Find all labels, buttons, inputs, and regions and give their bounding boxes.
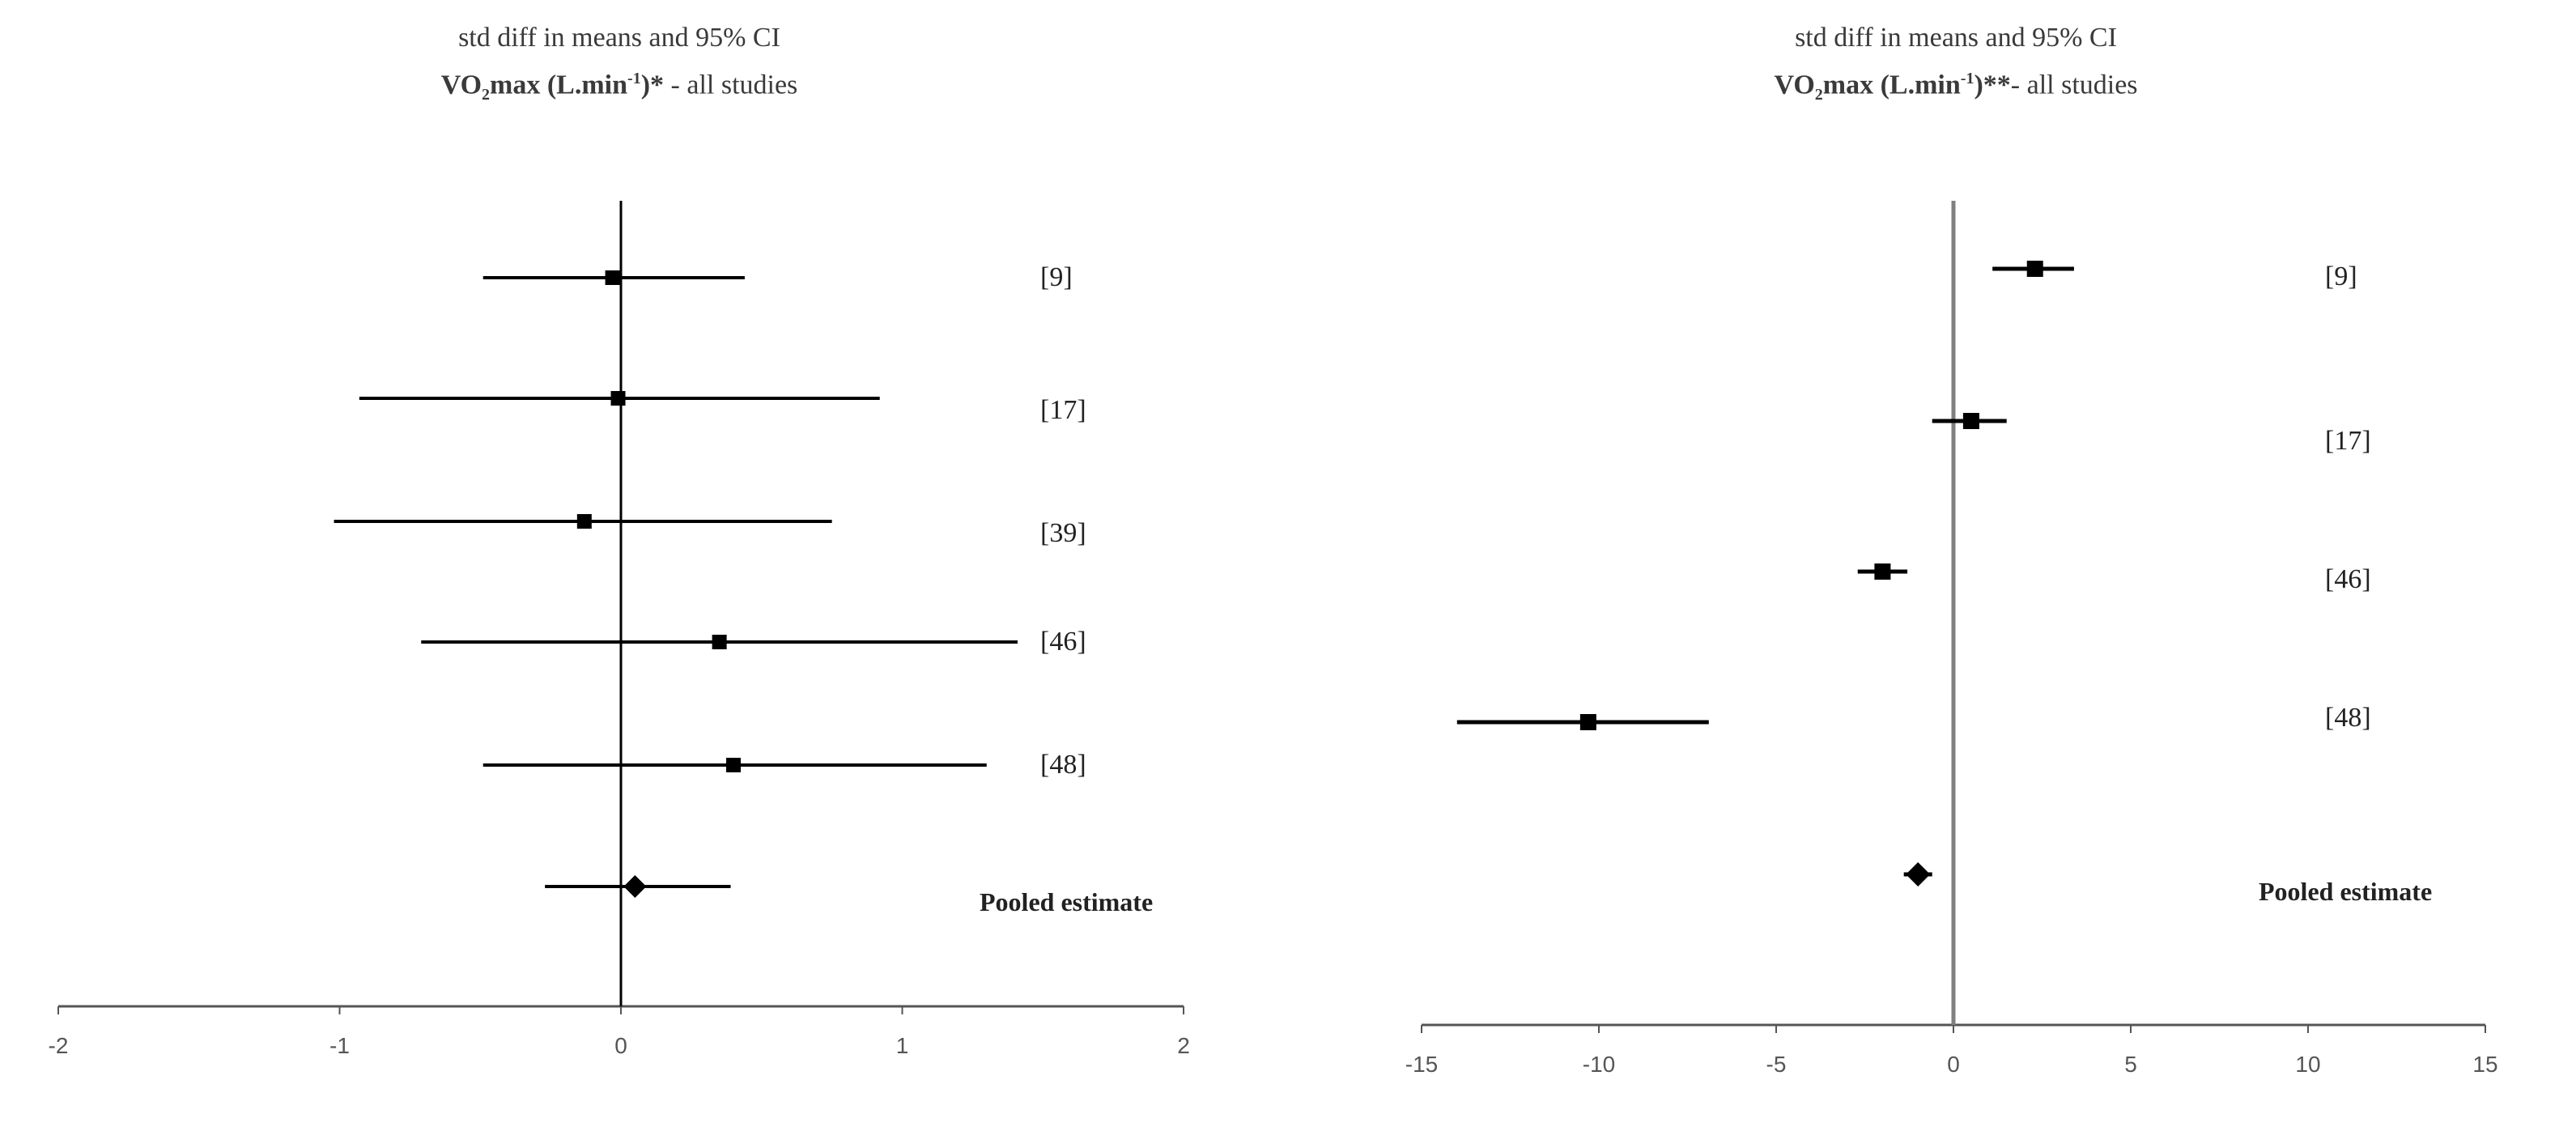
- chart-subtitle: VO2max (L.min-1)**- all studies: [1774, 70, 2138, 104]
- x-tick-label: 10: [2295, 1052, 2320, 1077]
- pooled-label: Pooled estimate: [980, 887, 1153, 916]
- chart-title: std diff in means and 95% CI: [1795, 23, 2117, 53]
- point-estimate: [712, 635, 727, 649]
- x-tick-label: 2: [1177, 1033, 1190, 1058]
- point-estimate: [1579, 714, 1596, 730]
- study-label: [46]: [2325, 564, 2371, 594]
- point-estimate: [605, 270, 620, 285]
- chart-title: std diff in means and 95% CI: [458, 23, 780, 53]
- pooled-diamond: [623, 875, 647, 898]
- pooled-diamond: [1906, 862, 1931, 887]
- x-tick-label: -5: [1766, 1052, 1787, 1077]
- study-label: [48]: [1040, 750, 1086, 780]
- forest-plot-left: std diff in means and 95% CI VO2max (L.m…: [0, 0, 1239, 1131]
- x-tick-label: 0: [1947, 1052, 1960, 1077]
- point-estimate: [2026, 261, 2043, 277]
- point-estimate: [1962, 413, 1979, 429]
- point-estimate: [576, 514, 592, 529]
- x-tick-label: -10: [1583, 1052, 1615, 1077]
- x-tick-label: 15: [2472, 1052, 2497, 1077]
- forest-plot-right-svg: -15 -10 -5 0 5 10 15 [9] [17] [46] [48] Pooled esti…: [1405, 201, 2498, 1077]
- study-label: [46]: [1040, 627, 1086, 657]
- pooled-label: Pooled estimate: [2259, 877, 2432, 906]
- study-label: [39]: [1040, 518, 1086, 548]
- x-tick-label: 0: [614, 1033, 627, 1058]
- x-tick-label: -2: [49, 1033, 69, 1058]
- point-estimate: [726, 758, 741, 772]
- chart-subtitle: VO2max (L.min-1)* - all studies: [440, 70, 798, 104]
- forest-plot-left-svg: -2 -1 0 1 2 [9] [17] [39] [46] [48] Pooled estimat…: [49, 201, 1190, 1058]
- study-label: [9]: [1040, 262, 1073, 292]
- x-tick-label: -1: [329, 1033, 350, 1058]
- point-estimate: [610, 391, 626, 406]
- study-label: [9]: [2325, 261, 2357, 291]
- x-tick-label: -15: [1405, 1052, 1438, 1077]
- study-label: [17]: [1040, 395, 1086, 425]
- study-label: [48]: [2325, 703, 2371, 733]
- forest-plot-right: std diff in means and 95% CI VO2max (L.m…: [1336, 0, 2576, 1131]
- x-tick-label: 1: [896, 1033, 909, 1058]
- x-tick-label: 5: [2124, 1052, 2137, 1077]
- point-estimate: [1874, 563, 1891, 580]
- study-label: [17]: [2325, 426, 2371, 456]
